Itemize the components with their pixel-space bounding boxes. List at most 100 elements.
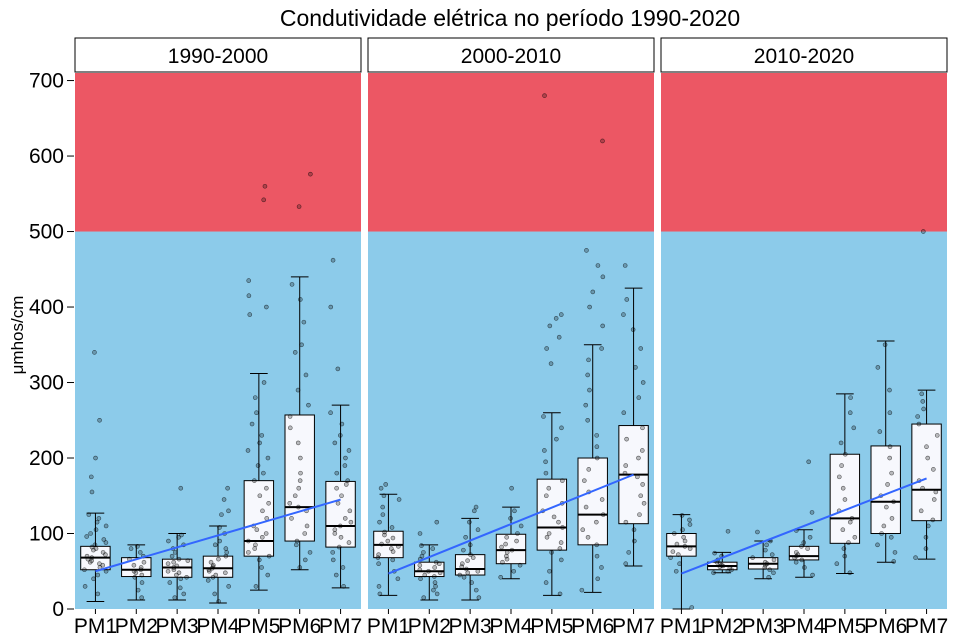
data-point — [600, 323, 605, 329]
data-point — [641, 501, 647, 506]
data-point — [259, 534, 265, 540]
data-point — [382, 529, 387, 535]
data-point — [931, 467, 936, 472]
y-axis-label: μmhos/cm — [8, 296, 27, 375]
data-point — [638, 493, 644, 499]
data-point — [345, 478, 351, 483]
data-point — [390, 557, 396, 563]
data-point — [430, 546, 436, 551]
data-point — [390, 535, 396, 541]
data-point — [680, 527, 685, 533]
data-point — [762, 559, 768, 565]
box-body — [454, 554, 486, 576]
x-tick-label: PM3 — [742, 615, 785, 638]
data-point — [640, 482, 645, 487]
data-point — [687, 546, 693, 551]
x-tick-label: PM5 — [530, 615, 573, 638]
data-point — [590, 289, 596, 295]
data-point — [346, 540, 352, 545]
data-point — [262, 183, 268, 189]
data-point — [260, 508, 265, 514]
data-point — [223, 553, 229, 559]
data-point — [88, 531, 93, 536]
y-tick-label: 0 — [52, 598, 64, 621]
data-point — [376, 561, 381, 567]
data-point — [548, 361, 554, 366]
data-point — [887, 444, 893, 449]
data-point — [635, 474, 640, 480]
data-point — [913, 555, 918, 560]
data-point — [169, 553, 175, 559]
data-point — [432, 565, 437, 570]
data-point — [389, 546, 394, 551]
data-point — [632, 538, 637, 544]
box-PM7 — [618, 263, 649, 567]
data-point — [468, 552, 473, 557]
data-point — [921, 406, 926, 412]
data-point — [97, 417, 102, 423]
data-point — [131, 562, 137, 568]
data-point — [103, 540, 109, 545]
box-PM3 — [747, 529, 779, 580]
box-PM7 — [911, 229, 942, 560]
data-point — [261, 197, 267, 203]
data-point — [252, 395, 258, 400]
data-point — [263, 531, 269, 536]
data-point — [595, 263, 601, 268]
x-tick-label: PM1 — [367, 615, 410, 638]
data-point — [381, 493, 387, 499]
data-point — [763, 547, 768, 553]
box-body — [829, 453, 861, 544]
data-point — [459, 561, 465, 567]
data-point — [135, 544, 140, 549]
data-point — [328, 304, 334, 310]
data-point — [801, 540, 807, 545]
data-point — [630, 327, 636, 332]
x-tick-label: PM6 — [571, 615, 614, 638]
data-point — [889, 516, 895, 521]
data-point — [795, 552, 801, 557]
box-PM3 — [161, 485, 193, 601]
data-point — [88, 474, 94, 480]
data-point — [583, 504, 589, 510]
data-point — [179, 532, 184, 538]
data-point — [253, 584, 259, 589]
data-point — [891, 559, 897, 564]
data-point — [504, 550, 510, 555]
box-PM1 — [80, 350, 111, 602]
data-point — [292, 493, 298, 499]
box-PM3 — [454, 504, 486, 601]
data-point — [385, 538, 391, 544]
data-point — [297, 565, 303, 570]
x-tick-label: PM5 — [823, 615, 866, 638]
data-point — [376, 552, 381, 557]
data-point — [137, 550, 143, 555]
data-point — [881, 523, 887, 529]
data-point — [226, 508, 231, 514]
data-point — [334, 485, 339, 491]
data-point — [422, 572, 428, 578]
data-point — [252, 546, 258, 551]
data-point — [178, 485, 184, 491]
data-point — [261, 380, 267, 385]
data-point — [264, 304, 269, 310]
facet-strip-label: 1990-2000 — [168, 45, 268, 68]
x-tick-label: PM1 — [660, 615, 703, 638]
x-tick-label: PM7 — [612, 615, 655, 638]
data-point — [299, 342, 304, 348]
data-point — [208, 559, 214, 565]
data-point — [295, 387, 301, 393]
data-point — [254, 410, 259, 416]
data-point — [287, 414, 293, 419]
data-point — [887, 387, 892, 393]
data-point — [512, 508, 517, 514]
data-point — [668, 555, 673, 560]
box-PM1 — [666, 513, 697, 610]
data-point — [389, 525, 395, 530]
data-point — [395, 576, 401, 582]
data-point — [594, 542, 599, 548]
data-point — [380, 512, 386, 517]
data-point — [379, 541, 384, 547]
data-point — [421, 550, 426, 555]
